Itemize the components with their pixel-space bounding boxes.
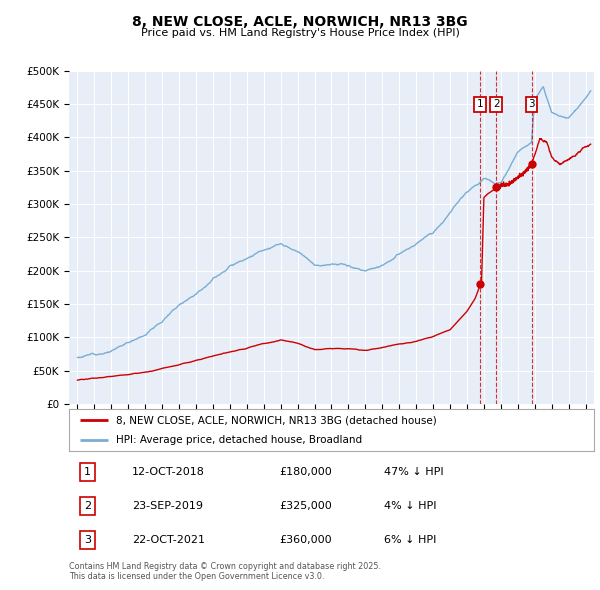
Text: Contains HM Land Registry data © Crown copyright and database right 2025.
This d: Contains HM Land Registry data © Crown c…: [69, 562, 381, 581]
Text: HPI: Average price, detached house, Broadland: HPI: Average price, detached house, Broa…: [116, 435, 362, 445]
Text: 47% ↓ HPI: 47% ↓ HPI: [384, 467, 443, 477]
Text: 3: 3: [528, 99, 535, 109]
Text: 1: 1: [84, 467, 91, 477]
Text: £180,000: £180,000: [279, 467, 332, 477]
Text: 2: 2: [493, 99, 500, 109]
Text: 1: 1: [477, 99, 484, 109]
Text: 4% ↓ HPI: 4% ↓ HPI: [384, 501, 437, 511]
Text: £360,000: £360,000: [279, 535, 332, 545]
Text: £325,000: £325,000: [279, 501, 332, 511]
Text: 12-OCT-2018: 12-OCT-2018: [132, 467, 205, 477]
Text: 2: 2: [84, 501, 91, 511]
Text: 6% ↓ HPI: 6% ↓ HPI: [384, 535, 436, 545]
Text: 8, NEW CLOSE, ACLE, NORWICH, NR13 3BG: 8, NEW CLOSE, ACLE, NORWICH, NR13 3BG: [132, 15, 468, 30]
Text: 8, NEW CLOSE, ACLE, NORWICH, NR13 3BG (detached house): 8, NEW CLOSE, ACLE, NORWICH, NR13 3BG (d…: [116, 415, 437, 425]
Text: Price paid vs. HM Land Registry's House Price Index (HPI): Price paid vs. HM Land Registry's House …: [140, 28, 460, 38]
Text: 23-SEP-2019: 23-SEP-2019: [132, 501, 203, 511]
Text: 22-OCT-2021: 22-OCT-2021: [132, 535, 205, 545]
Text: 3: 3: [84, 535, 91, 545]
